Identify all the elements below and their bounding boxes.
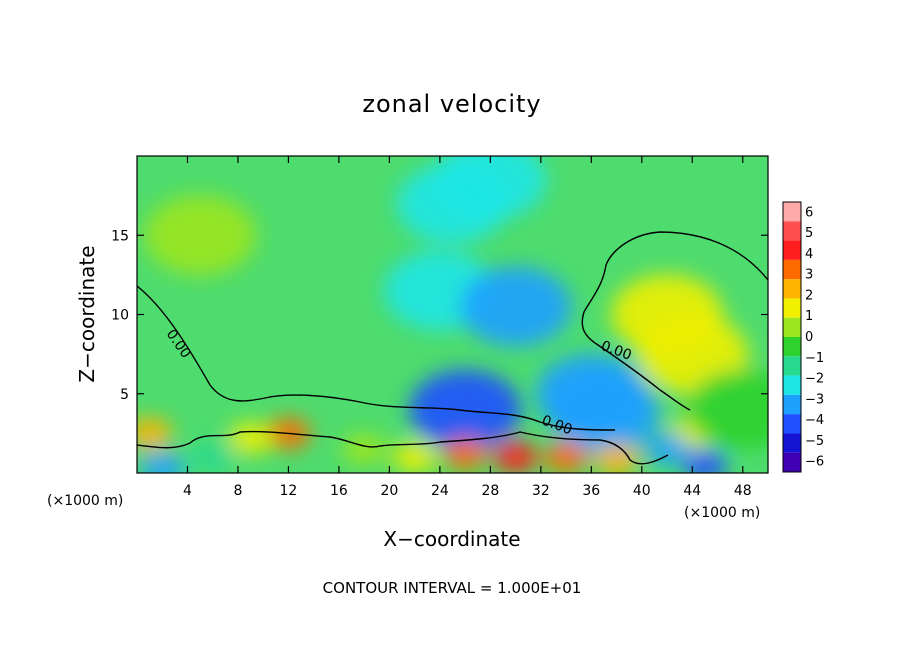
x-tick-label: 44 <box>683 483 701 499</box>
field-feature <box>459 266 572 347</box>
contour-lines <box>137 231 768 465</box>
x-tick-label: 48 <box>734 483 752 499</box>
colorbar-label: −5 <box>805 434 824 449</box>
colorbar-label: 6 <box>805 205 813 220</box>
x-tick-label: 12 <box>280 483 298 499</box>
colorbar-segment <box>783 337 801 357</box>
x-tick-label: 28 <box>481 483 499 499</box>
colorbar-label: −4 <box>805 413 824 428</box>
field-feature <box>682 449 728 473</box>
velocity-field <box>137 156 768 473</box>
colorbar-label: −1 <box>805 351 824 366</box>
colorbar-label: −3 <box>805 392 824 407</box>
field-feature <box>543 441 589 473</box>
colorbar-segment <box>783 375 801 395</box>
field-feature <box>190 441 236 473</box>
y-tick-label: 10 <box>111 308 129 324</box>
colorbar-segment <box>783 240 801 260</box>
colorbar-segment <box>783 298 801 318</box>
colorbar-segment <box>783 279 801 299</box>
zero-contour-bottom <box>137 430 669 465</box>
colorbar-label: 0 <box>805 330 813 345</box>
field-feature <box>493 441 538 473</box>
x-axis-label: X−coordinate <box>383 527 520 551</box>
x-tick-label: 24 <box>431 483 449 499</box>
field-feature <box>594 444 639 473</box>
field-feature <box>139 452 185 473</box>
x-tick-label: 20 <box>380 483 398 499</box>
colorbar-segment <box>783 394 801 415</box>
colorbar: 6 5 4 3 2 1 0 −1 −2 −3 −4 −5 −6 <box>782 201 824 473</box>
x-tick-label: 36 <box>582 483 600 499</box>
plot-area: 0.00 0.000.00 <box>137 156 768 473</box>
y-tick-label: 15 <box>111 228 129 244</box>
colorbar-segment <box>783 414 801 434</box>
field-feature <box>144 195 257 276</box>
colorbar-label: 5 <box>805 226 813 241</box>
colorbar-segment <box>783 259 801 280</box>
x-tick-label: 32 <box>532 483 550 499</box>
zero-contour-right <box>581 231 768 411</box>
colorbar-segment <box>783 356 801 376</box>
colorbar-label: 2 <box>805 288 813 303</box>
field-feature <box>434 156 547 220</box>
colorbar-label: −2 <box>805 372 824 387</box>
chart-title: zonal velocity <box>362 90 541 118</box>
zero-contour-left <box>137 285 616 431</box>
y-axis-label: Z−coordinate <box>75 245 99 382</box>
field-feature <box>547 372 660 453</box>
colorbar-label: 1 <box>805 309 813 324</box>
field-feature <box>137 417 173 450</box>
field-feature <box>228 422 273 455</box>
colorbar-label: 4 <box>805 247 813 262</box>
colorbar-segment <box>783 202 801 222</box>
x-tick-label: 40 <box>633 483 651 499</box>
field-feature <box>686 369 768 450</box>
colorbar-label: 3 <box>805 268 813 283</box>
field-feature <box>644 433 690 466</box>
field-feature <box>392 441 438 473</box>
x-axis: 4 8 12 16 20 24 28 32 36 40 44 48 <box>183 156 752 499</box>
colorbar-segment <box>783 433 801 453</box>
field-feature <box>409 369 522 450</box>
x-tick-label: 16 <box>330 483 348 499</box>
x-tick-label: 8 <box>233 483 242 499</box>
x-unit-label-left: (×1000 m) <box>47 493 123 509</box>
field-feature <box>341 433 387 466</box>
colorbar-label: −6 <box>805 455 824 470</box>
colorbar-segment <box>783 452 801 472</box>
colorbar-segment <box>783 317 801 337</box>
x-tick-label: 4 <box>183 483 192 499</box>
field-feature <box>442 437 488 470</box>
contour-interval-note: CONTOUR INTERVAL = 1.000E+01 <box>323 579 582 597</box>
colorbar-frame <box>782 201 802 473</box>
x-unit-label-right: (×1000 m) <box>684 505 760 521</box>
y-axis: 5 10 15 <box>111 228 768 403</box>
colorbar-segment <box>783 221 801 241</box>
y-tick-label: 5 <box>120 387 129 403</box>
